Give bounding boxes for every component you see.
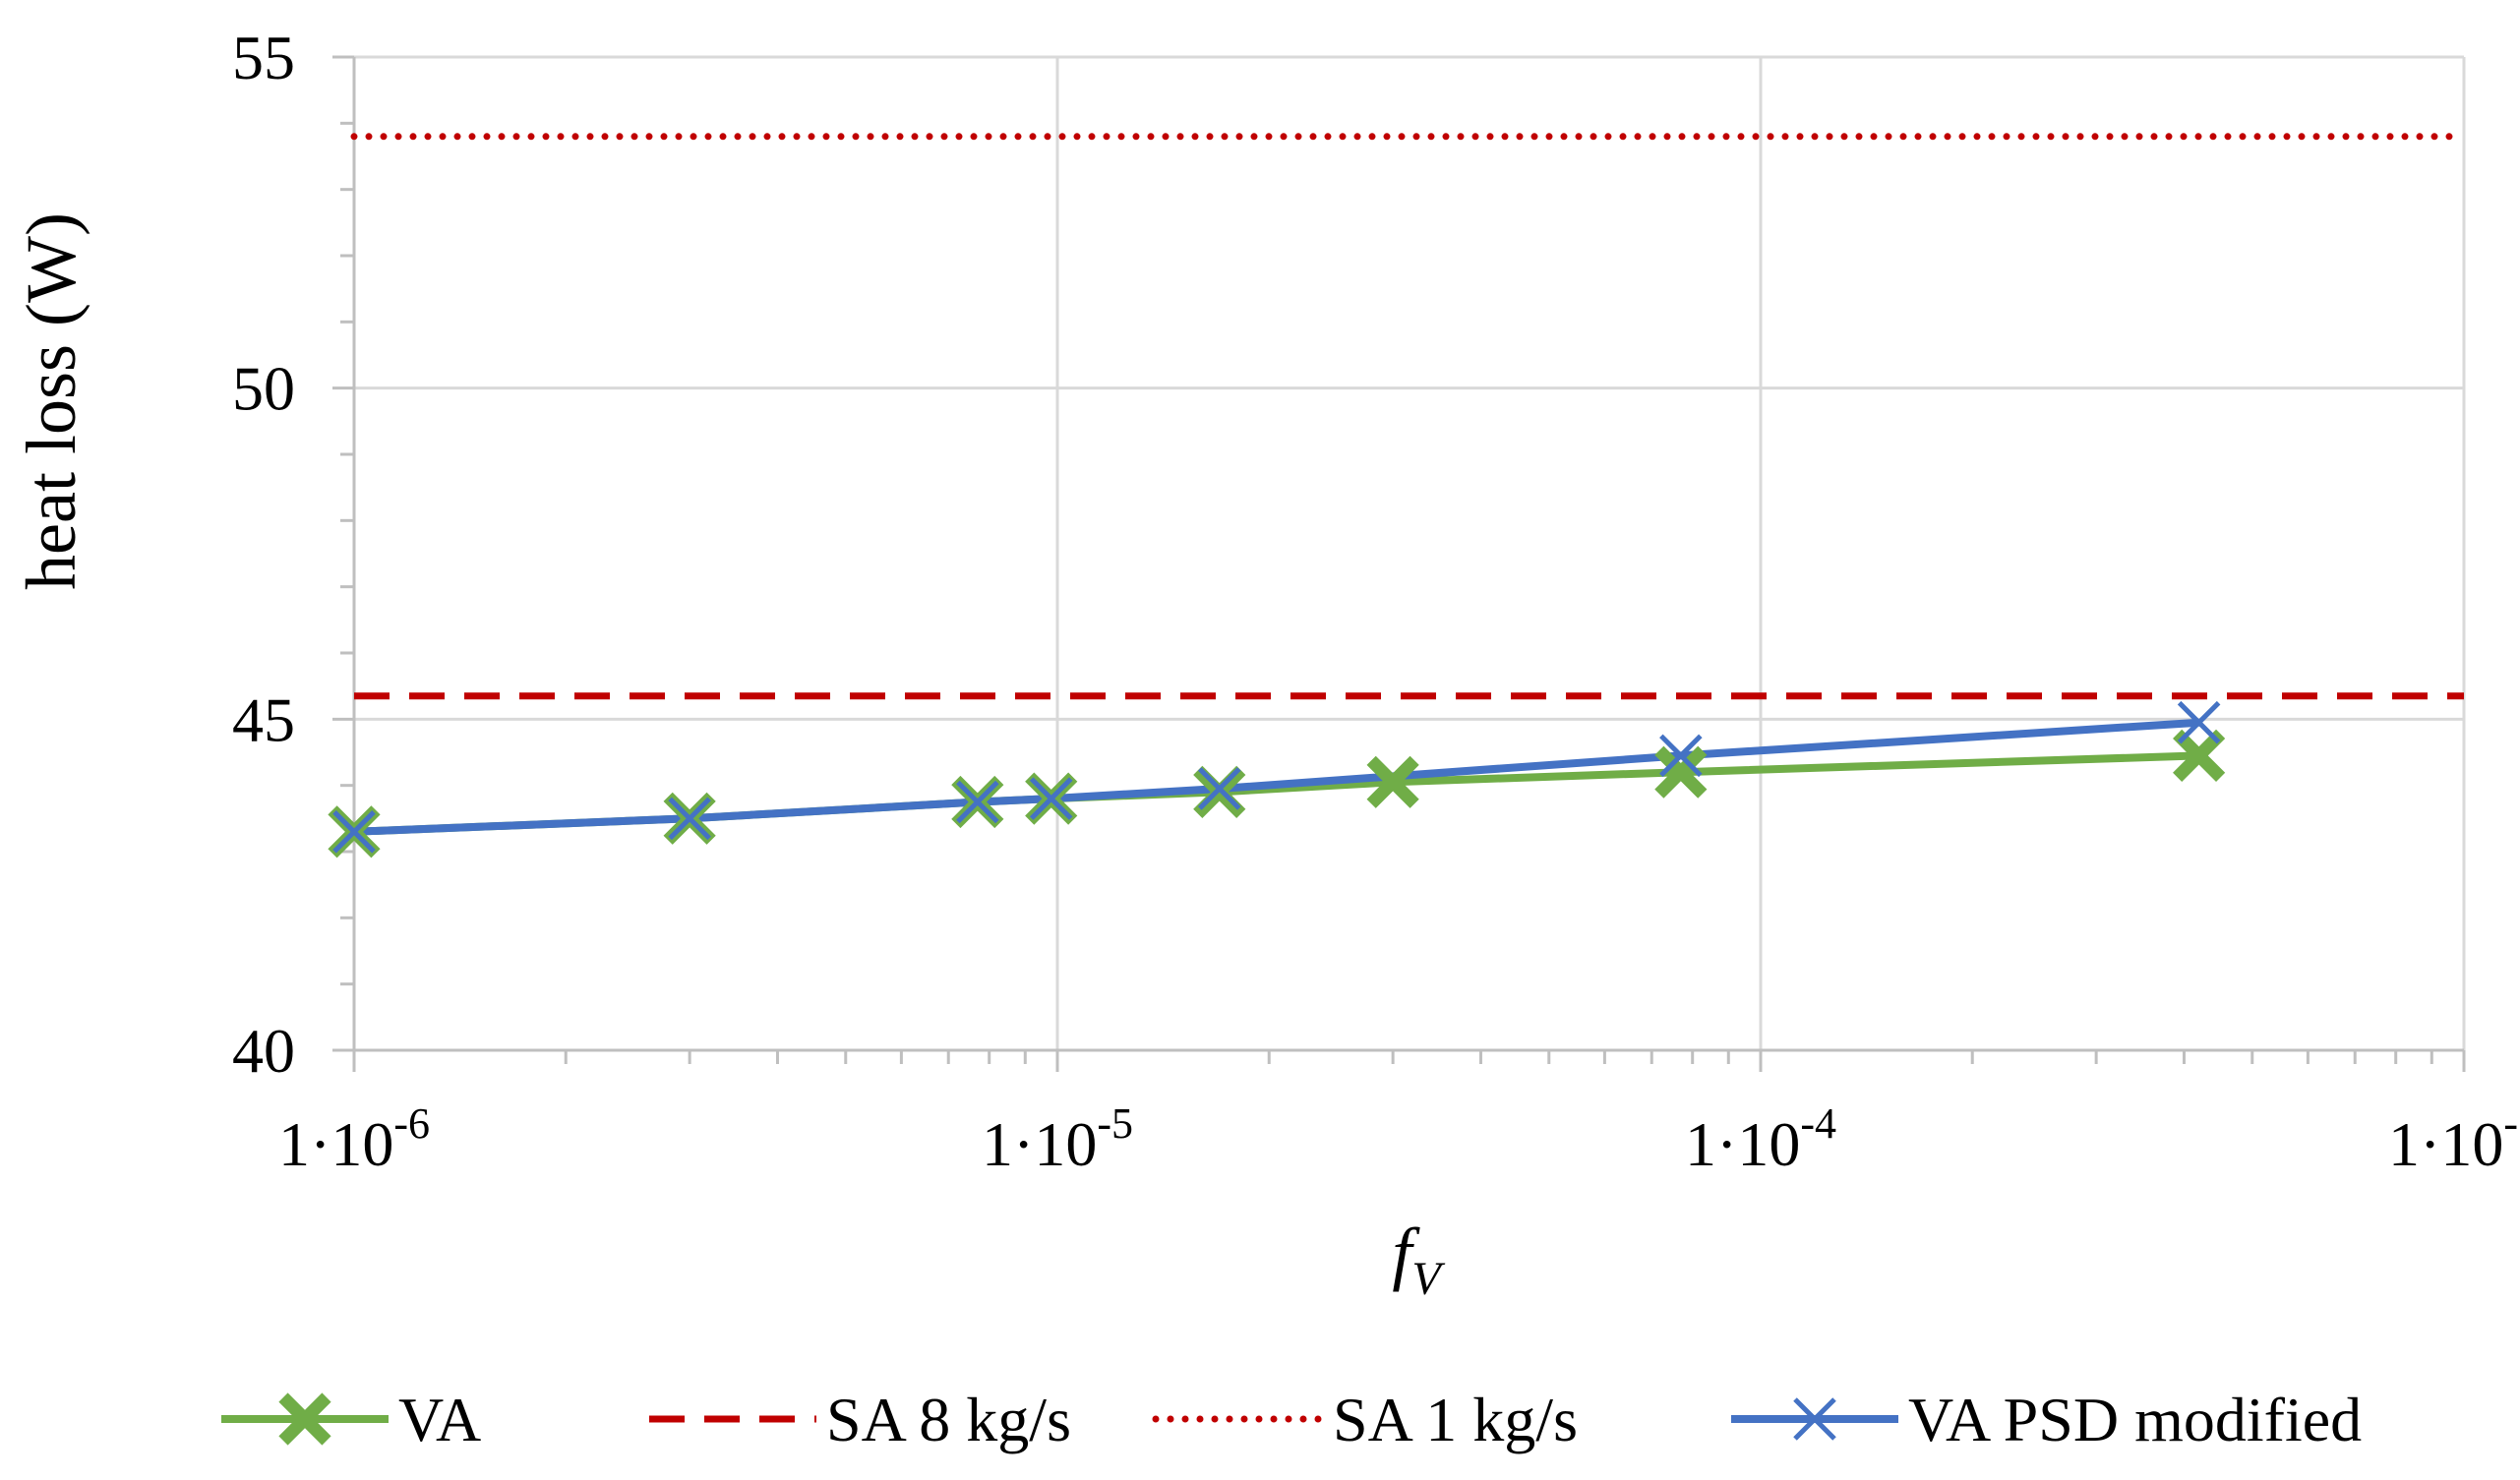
legend-marker [1793,1397,1836,1441]
axis-layer [332,55,2466,1072]
legend-item: SA 8 kg/s [649,1385,1071,1454]
data-point [1366,755,1419,808]
legend-item: VA PSD modified [1731,1385,2362,1454]
x-axis-title-subscript: V [1411,1253,1445,1305]
data-point [956,780,999,824]
grid-layer [352,55,2466,1052]
data-point [332,810,376,854]
x-tick-label: 1·10-3 [2388,1099,2520,1179]
y-tick-label: 50 [232,354,295,424]
series-line-va-psd-modified [353,718,2199,836]
data-point [1198,767,1241,810]
marker-layer [328,700,2226,858]
x-tick-label: 1·10-5 [982,1099,1133,1179]
y-tick-label: 45 [232,684,295,754]
legend: VA SA 8 kg/s SA 1 kg/s VA PSD modified [221,1385,2362,1454]
legend-label: SA 1 kg/s [1333,1385,1578,1454]
y-tick-label: 55 [232,23,295,92]
x-tick-label: 1·10-4 [1685,1099,1836,1179]
legend-label: VA [398,1385,481,1454]
data-point [2177,700,2221,744]
data-point [668,797,711,841]
legend-label: VA PSD modified [1908,1385,2362,1454]
y-axis-title: heat loss (W) [12,212,90,590]
label-layer: heat loss (W) fV 40 45 50 55 1·10-6 1·10-5 1·1… [12,23,2520,1305]
legend-marker [278,1392,331,1446]
y-tick-label: 40 [232,1016,295,1086]
data-point [2173,729,2226,782]
x-tick-label: 1·10-6 [278,1099,430,1179]
x-axis-title: fV [1392,1214,1445,1305]
legend-item: VA [221,1385,481,1454]
legend-item: SA 1 kg/s [1152,1385,1578,1454]
data-point [1654,745,1708,799]
series-layer [350,133,2468,836]
data-point [1029,777,1073,820]
data-point [1659,734,1703,778]
legend-label: SA 8 kg/s [826,1385,1071,1454]
